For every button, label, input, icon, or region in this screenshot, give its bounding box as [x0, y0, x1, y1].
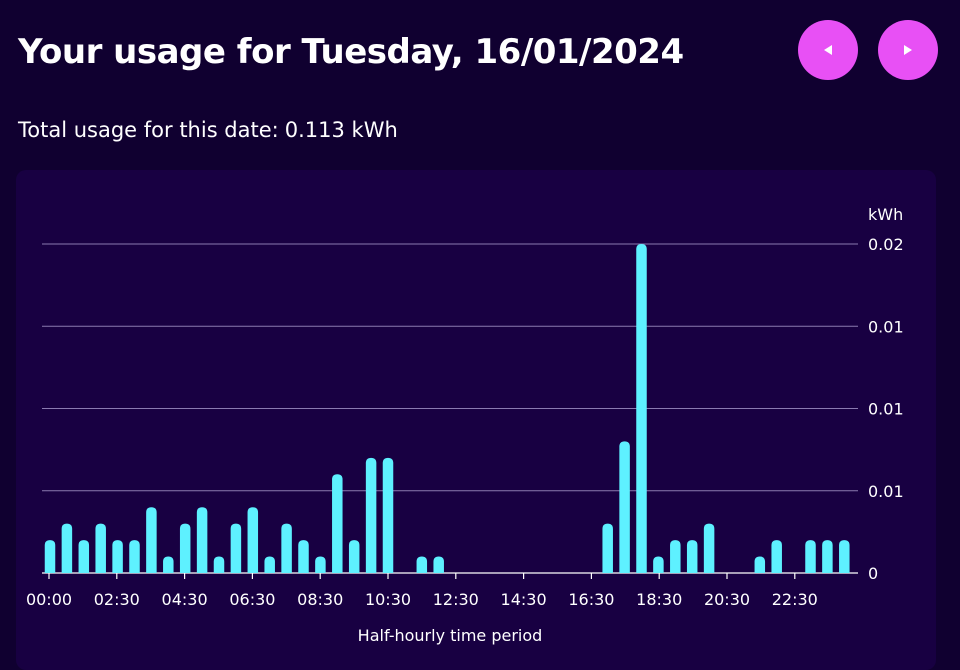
page-title: Your usage for Tuesday, 16/01/2024: [18, 32, 684, 72]
x-tick-label: 22:30: [772, 590, 818, 609]
total-usage-label: Total usage for this date:: [18, 118, 279, 142]
usage-bar[interactable]: [247, 507, 259, 573]
x-tick-label: 06:30: [229, 590, 275, 609]
triangle-right-icon: [904, 45, 912, 55]
usage-bar[interactable]: [382, 457, 394, 573]
usage-bar[interactable]: [365, 457, 377, 573]
usage-bar[interactable]: [703, 523, 715, 573]
usage-bar[interactable]: [61, 523, 73, 573]
usage-bar[interactable]: [196, 507, 208, 573]
x-tick-label: 02:30: [94, 590, 140, 609]
usage-bar[interactable]: [129, 540, 140, 573]
usage-bar[interactable]: [44, 540, 56, 573]
x-tick-label: 00:00: [26, 590, 72, 609]
y-tick-label: 0.01: [868, 317, 904, 336]
usage-bar[interactable]: [281, 523, 292, 573]
x-axis-label: Half-hourly time period: [358, 626, 543, 645]
usage-bar-chart: 0 0.01 0.01 0.01 0.02 00:00 02:30 04:30 06:30 08:…: [26, 205, 904, 645]
x-tick-label: 04:30: [162, 590, 208, 609]
usage-bar[interactable]: [822, 540, 833, 573]
total-usage: Total usage for this date: 0.113 kWh: [18, 118, 398, 142]
usage-bar[interactable]: [433, 556, 444, 573]
x-tick-label: 08:30: [297, 590, 343, 609]
usage-bar[interactable]: [230, 523, 242, 573]
y-tick-label: 0: [868, 564, 878, 583]
x-tick-label: 12:30: [433, 590, 479, 609]
usage-bar[interactable]: [264, 556, 275, 573]
usage-bar[interactable]: [602, 523, 613, 573]
usage-bar[interactable]: [78, 540, 90, 573]
usage-bar[interactable]: [636, 244, 647, 573]
x-tick-label: 20:30: [704, 590, 750, 609]
x-tick-label: 16:30: [568, 590, 614, 609]
y-tick-label: 0.02: [868, 235, 904, 254]
y-axis-label: kWh: [868, 205, 903, 224]
y-tick-label: 0.01: [868, 482, 904, 501]
usage-chart-card: 0 0.01 0.01 0.01 0.02 00:00 02:30 04:30 06:30 08:…: [16, 170, 936, 670]
usage-bar[interactable]: [332, 474, 343, 573]
usage-bar[interactable]: [112, 540, 123, 573]
usage-bar[interactable]: [298, 540, 309, 573]
x-tick-label: 18:30: [636, 590, 682, 609]
usage-bar[interactable]: [839, 540, 850, 573]
usage-bar[interactable]: [619, 441, 630, 573]
usage-bar[interactable]: [653, 556, 664, 573]
usage-bar[interactable]: [416, 556, 428, 573]
usage-bar[interactable]: [95, 523, 106, 573]
usage-bar[interactable]: [213, 556, 225, 573]
usage-bar[interactable]: [771, 540, 782, 573]
next-day-button[interactable]: [878, 20, 938, 80]
usage-bar[interactable]: [686, 540, 698, 573]
previous-day-button[interactable]: [798, 20, 858, 80]
x-tick-label: 10:30: [365, 590, 411, 609]
triangle-left-icon: [824, 45, 832, 55]
x-tick-label: 14:30: [501, 590, 547, 609]
usage-bar[interactable]: [146, 507, 157, 573]
usage-bar[interactable]: [754, 556, 766, 573]
usage-bar[interactable]: [805, 540, 816, 573]
usage-bar[interactable]: [670, 540, 681, 573]
usage-bar[interactable]: [163, 556, 174, 573]
total-usage-value: 0.113 kWh: [284, 118, 398, 142]
usage-bar[interactable]: [348, 540, 360, 573]
usage-bar[interactable]: [315, 556, 326, 573]
usage-bar[interactable]: [179, 523, 191, 573]
y-tick-label: 0.01: [868, 400, 904, 419]
